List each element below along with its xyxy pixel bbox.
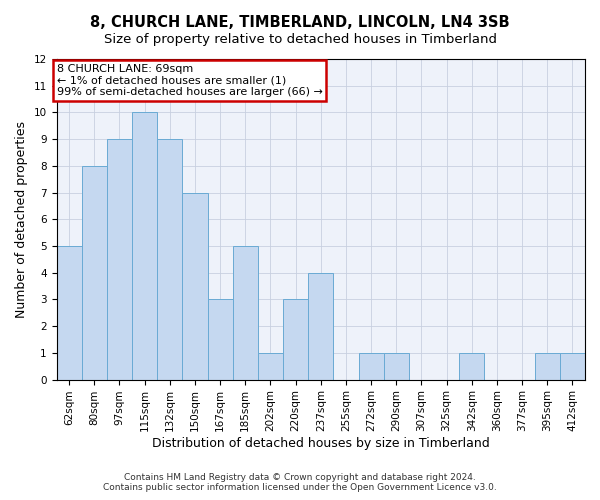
Bar xyxy=(308,272,334,380)
Bar xyxy=(107,139,132,380)
Bar xyxy=(283,300,308,380)
X-axis label: Distribution of detached houses by size in Timberland: Distribution of detached houses by size … xyxy=(152,437,490,450)
Bar xyxy=(383,353,409,380)
Bar xyxy=(359,353,383,380)
Bar xyxy=(132,112,157,380)
Bar xyxy=(459,353,484,380)
Bar xyxy=(208,300,233,380)
Text: 8, CHURCH LANE, TIMBERLAND, LINCOLN, LN4 3SB: 8, CHURCH LANE, TIMBERLAND, LINCOLN, LN4… xyxy=(90,15,510,30)
Bar xyxy=(560,353,585,380)
Bar xyxy=(258,353,283,380)
Text: Contains HM Land Registry data © Crown copyright and database right 2024.
Contai: Contains HM Land Registry data © Crown c… xyxy=(103,473,497,492)
Bar xyxy=(56,246,82,380)
Bar xyxy=(157,139,182,380)
Text: 8 CHURCH LANE: 69sqm
← 1% of detached houses are smaller (1)
99% of semi-detache: 8 CHURCH LANE: 69sqm ← 1% of detached ho… xyxy=(56,64,322,97)
Bar xyxy=(82,166,107,380)
Bar xyxy=(182,192,208,380)
Text: Size of property relative to detached houses in Timberland: Size of property relative to detached ho… xyxy=(104,32,497,46)
Bar xyxy=(535,353,560,380)
Y-axis label: Number of detached properties: Number of detached properties xyxy=(15,121,28,318)
Bar xyxy=(233,246,258,380)
